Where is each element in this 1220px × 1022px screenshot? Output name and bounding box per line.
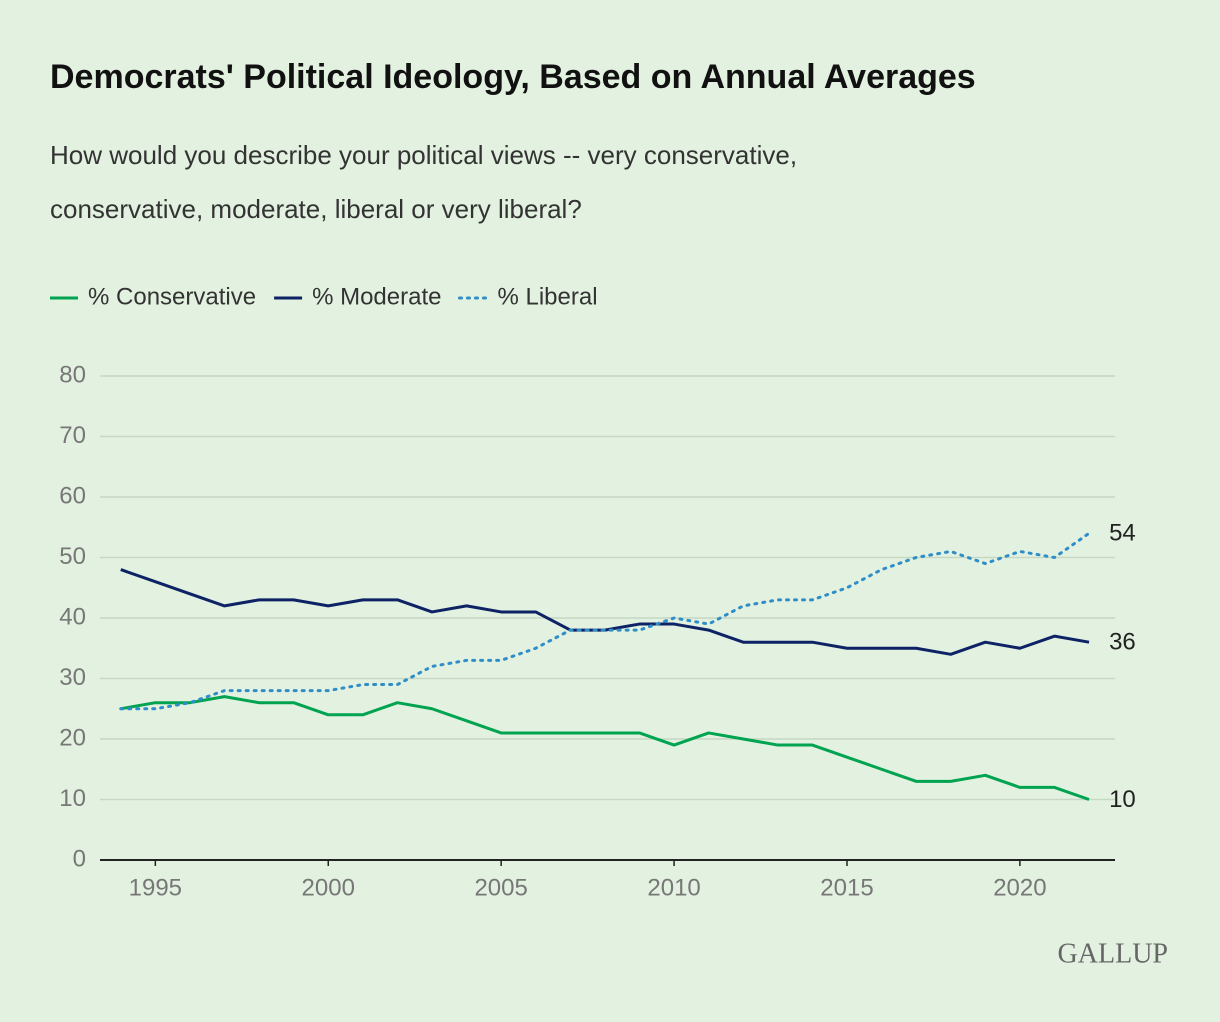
legend-label: % Moderate [312,283,441,310]
x-tick-label: 2005 [474,874,527,901]
y-tick-label: 20 [59,724,86,751]
series-line [120,695,1090,801]
y-tick-label: 60 [59,482,86,509]
x-tick-label: 1995 [129,874,182,901]
subtitle: How would you describe your political vi… [50,140,797,170]
y-tick-label: 30 [59,664,86,691]
y-tick-label: 70 [59,422,86,449]
end-label: 54 [1109,520,1136,547]
y-tick-label: 40 [59,603,86,630]
subtitle: conservative, moderate, liberal or very … [50,194,582,224]
x-tick-label: 2010 [647,874,700,901]
chart-title: Democrats' Political Ideology, Based on … [50,58,976,96]
end-label: 36 [1109,629,1136,656]
y-tick-label: 80 [59,361,86,388]
x-tick-label: 2000 [302,874,355,901]
legend-label: % Conservative [88,283,256,310]
end-label: 10 [1109,786,1136,813]
x-tick-label: 2020 [993,874,1046,901]
y-tick-label: 0 [73,845,86,872]
y-tick-label: 10 [59,785,86,812]
source-logo: GALLUP [1058,938,1168,969]
y-tick-label: 50 [59,543,86,570]
legend-label: % Liberal [497,283,597,310]
x-tick-label: 2015 [820,874,873,901]
series-line [119,531,1091,711]
